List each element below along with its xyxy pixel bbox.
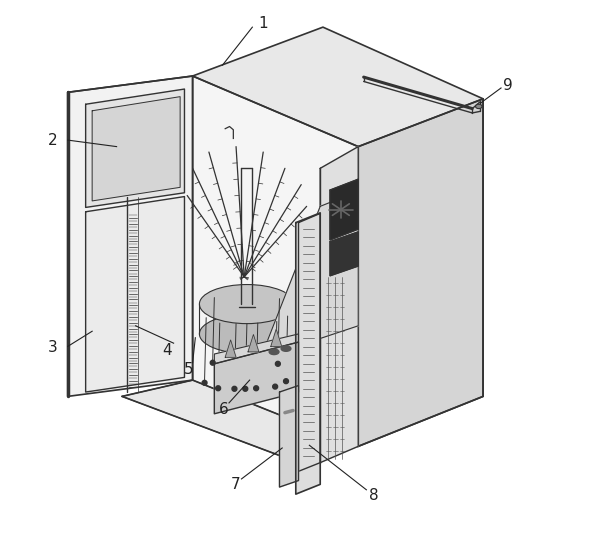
- Polygon shape: [271, 329, 282, 346]
- Text: 2: 2: [48, 132, 58, 148]
- Circle shape: [210, 361, 215, 365]
- Circle shape: [243, 387, 248, 391]
- Polygon shape: [193, 27, 483, 147]
- Polygon shape: [320, 147, 358, 463]
- Text: 7: 7: [230, 477, 241, 493]
- Circle shape: [254, 386, 259, 391]
- Polygon shape: [279, 386, 298, 487]
- Polygon shape: [248, 334, 259, 352]
- Circle shape: [232, 387, 237, 391]
- Text: 5: 5: [184, 362, 193, 377]
- Circle shape: [216, 386, 220, 391]
- Polygon shape: [260, 191, 358, 358]
- Text: 3: 3: [48, 340, 58, 355]
- Text: 6: 6: [219, 402, 229, 417]
- Polygon shape: [214, 342, 298, 414]
- Polygon shape: [296, 213, 320, 494]
- Polygon shape: [92, 97, 180, 201]
- Polygon shape: [85, 197, 184, 392]
- Polygon shape: [225, 340, 236, 357]
- Polygon shape: [358, 99, 483, 446]
- Polygon shape: [330, 179, 358, 240]
- Text: 1: 1: [259, 16, 268, 31]
- Polygon shape: [193, 76, 358, 446]
- Text: 9: 9: [503, 78, 512, 93]
- Ellipse shape: [476, 104, 482, 109]
- Text: 4: 4: [162, 343, 172, 358]
- Polygon shape: [85, 89, 184, 207]
- Circle shape: [273, 384, 278, 389]
- Polygon shape: [122, 380, 358, 463]
- Polygon shape: [330, 232, 358, 276]
- Ellipse shape: [281, 346, 291, 351]
- Ellipse shape: [199, 314, 294, 353]
- Circle shape: [284, 379, 288, 384]
- Text: 8: 8: [368, 488, 378, 503]
- Polygon shape: [67, 76, 193, 396]
- Ellipse shape: [199, 285, 294, 324]
- Polygon shape: [298, 213, 320, 471]
- Circle shape: [202, 381, 207, 386]
- Polygon shape: [214, 334, 298, 364]
- Ellipse shape: [269, 349, 279, 355]
- Circle shape: [275, 362, 281, 367]
